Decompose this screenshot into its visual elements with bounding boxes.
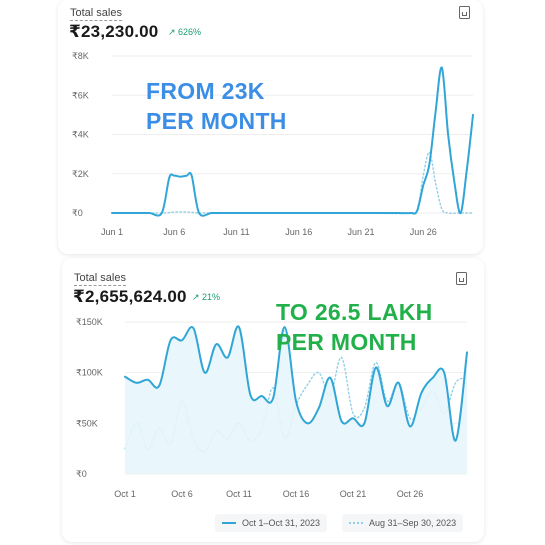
x-tick-label: Oct 26 xyxy=(397,489,424,499)
overlay-annotation-top: FROM 23K PER MONTH xyxy=(146,76,287,136)
total-sales-value: ₹2,655,624.00 xyxy=(73,287,187,306)
y-tick-label: ₹0 xyxy=(72,208,83,218)
export-icon[interactable] xyxy=(459,6,470,19)
legend-label: Oct 1–Oct 31, 2023 xyxy=(242,518,321,528)
legend-item-comparison[interactable]: Aug 31–Sep 30, 2023 xyxy=(342,514,464,532)
primary-series-line xyxy=(111,66,474,217)
card-title[interactable]: Total sales xyxy=(74,272,126,286)
sales-chart-october: ₹0 ₹50K ₹100K ₹150K Oct 1 Oct 6 Oct 11 Oct 16 Oc… xyxy=(76,317,468,499)
y-tick-label: ₹4K xyxy=(72,130,89,140)
x-tick-label: Jun 11 xyxy=(223,227,249,237)
y-tick-label: ₹50K xyxy=(76,418,98,428)
x-tick-label: Jun 16 xyxy=(285,227,312,237)
x-tick-label: Oct 16 xyxy=(283,489,310,499)
overlay-line-2: PER MONTH xyxy=(276,329,417,355)
card-title[interactable]: Total sales xyxy=(70,7,122,21)
x-tick-label: Jun 6 xyxy=(163,227,185,237)
x-tick-label: Jun 21 xyxy=(347,227,374,237)
sales-chart-june: ₹0 ₹2K ₹4K ₹6K ₹8K Jun 1 Jun 6 Jun 11 Jun 16 Jun … xyxy=(72,51,474,237)
legend-label: Aug 31–Sep 30, 2023 xyxy=(369,518,457,528)
y-tick-label: ₹8K xyxy=(72,51,89,61)
y-tick-label: ₹2K xyxy=(72,169,89,179)
y-tick-label: ₹0 xyxy=(76,469,87,479)
change-badge: ↗ 626% xyxy=(168,27,202,37)
sales-card-october: Total sales ₹2,655,624.00 ↗ 21% ₹0 ₹50K ₹1… xyxy=(62,258,484,542)
y-tick-label: ₹100K xyxy=(76,368,103,378)
x-tick-label: Oct 11 xyxy=(226,489,252,499)
y-tick-label: ₹150K xyxy=(76,317,103,327)
primary-series-line xyxy=(124,325,468,442)
y-tick-label: ₹6K xyxy=(72,90,89,100)
x-tick-label: Jun 26 xyxy=(410,227,437,237)
overlay-annotation-bottom: TO 26.5 LAKH PER MONTH xyxy=(276,297,433,357)
overlay-line-1: TO 26.5 LAKH xyxy=(276,299,433,325)
sales-card-june: Total sales ₹23,230.00 ↗ 626% ₹0 ₹2K ₹4K ₹6… xyxy=(58,0,483,254)
legend-dotted-swatch xyxy=(349,522,363,524)
x-tick-label: Oct 21 xyxy=(340,489,367,499)
x-tick-label: Jun 1 xyxy=(101,227,123,237)
total-sales-value: ₹23,230.00 xyxy=(69,22,159,41)
legend-item-primary[interactable]: Oct 1–Oct 31, 2023 xyxy=(215,514,328,532)
change-badge: ↗ 21% xyxy=(192,292,221,302)
x-tick-label: Oct 6 xyxy=(171,489,193,499)
x-tick-label: Oct 1 xyxy=(114,489,136,499)
overlay-line-2: PER MONTH xyxy=(146,108,287,134)
export-icon[interactable] xyxy=(456,272,467,285)
legend-solid-swatch xyxy=(222,522,236,524)
overlay-line-1: FROM 23K xyxy=(146,78,265,104)
